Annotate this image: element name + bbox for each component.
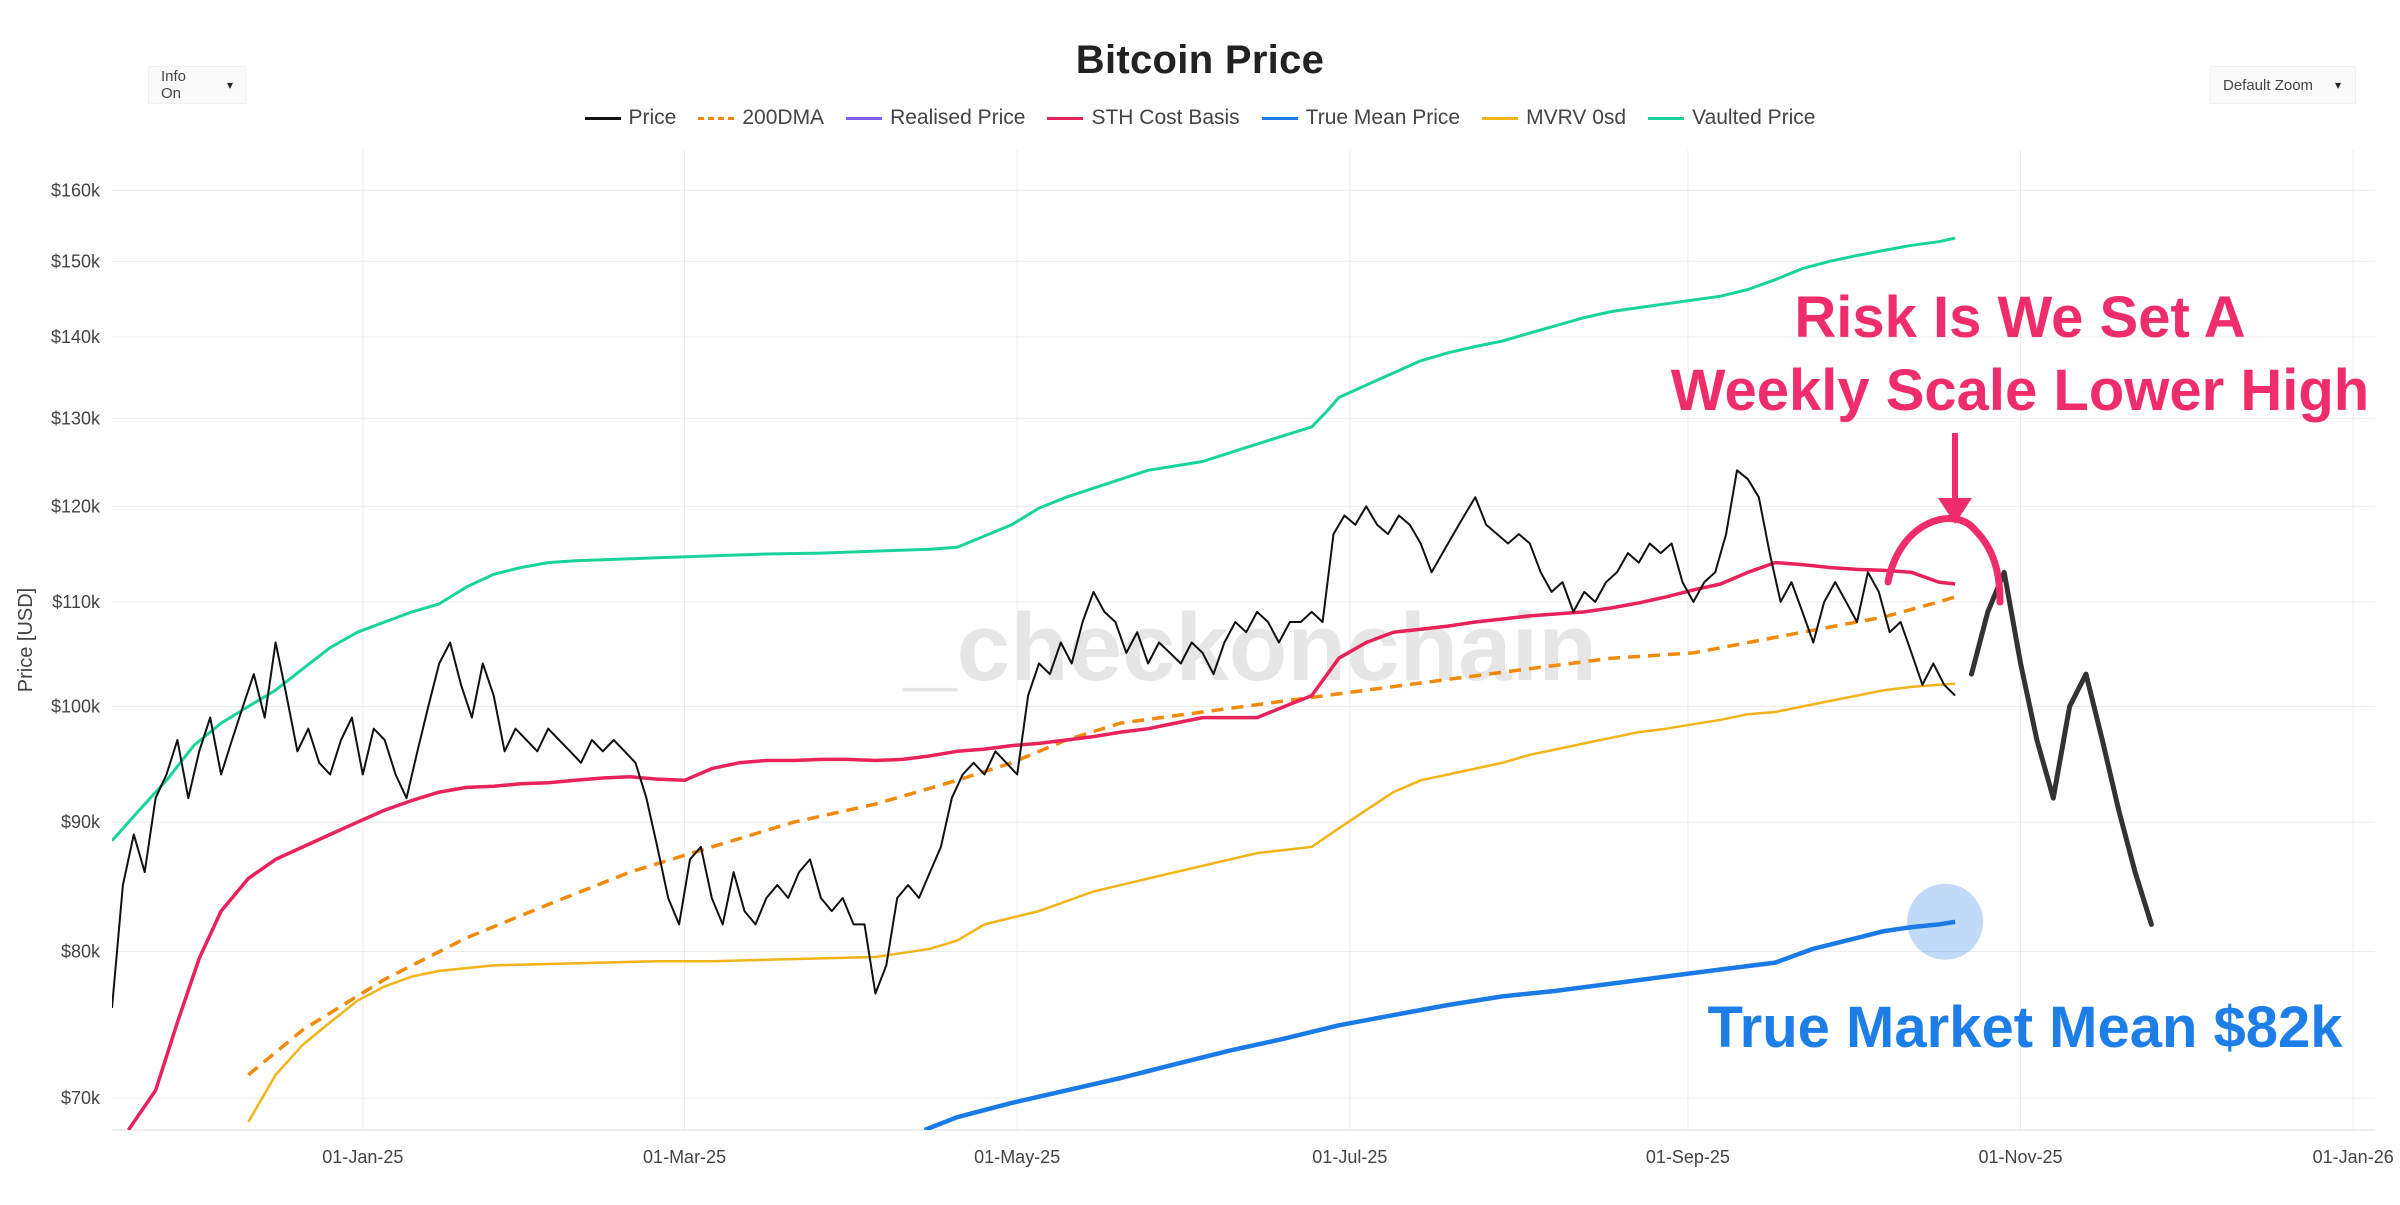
legend-label: STH Cost Basis	[1091, 106, 1240, 129]
legend-swatch	[1261, 116, 1298, 120]
y-tick-label: $130k	[51, 408, 101, 428]
y-tick-label: $140k	[51, 327, 101, 347]
legend-label: Realised Price	[890, 106, 1026, 129]
annotation-true-mean: True Market Mean $82k	[1707, 995, 2343, 1060]
legend-item-realised[interactable]: Realised Price	[846, 106, 1025, 130]
chevron-down-icon: ▾	[2335, 78, 2342, 92]
watermark-text: _checkonchain	[902, 594, 1597, 701]
chart-legend: Price 200DMA Realised Price STH Cost Basis T…	[0, 106, 2400, 130]
legend-swatch	[1648, 116, 1685, 120]
y-tick-label: $150k	[51, 251, 101, 271]
legend-label: MVRV 0sd	[1526, 106, 1627, 129]
arrow-down-icon	[1938, 498, 1972, 524]
y-tick-label: $120k	[51, 496, 101, 516]
y-tick-label: $100k	[51, 697, 101, 717]
zoom-select-label: Default Zoom	[2223, 76, 2314, 94]
legend-label: Price	[628, 106, 677, 129]
y-tick-label: $70k	[61, 1088, 101, 1108]
true-mean-highlight-circle	[1907, 883, 1984, 960]
legend-swatch	[846, 116, 883, 120]
page-title: Bitcoin Price	[1075, 38, 1325, 82]
legend-swatch	[1047, 116, 1084, 120]
info-toggle-button[interactable]: Info On ▾	[148, 66, 246, 104]
y-axis-title: Price [USD]	[15, 588, 37, 692]
lower-high-arc	[1884, 515, 2004, 606]
legend-item-true_mean[interactable]: True Mean Price	[1261, 106, 1461, 130]
legend-item-vaulted[interactable]: Vaulted Price	[1648, 106, 1815, 130]
series-line-dma200	[247, 595, 1956, 1077]
legend-item-price[interactable]: Price	[584, 106, 677, 130]
y-tick-label: $160k	[51, 180, 101, 200]
x-tick-label: 01-Sep-25	[1646, 1147, 1730, 1167]
chevron-down-icon: ▾	[226, 78, 233, 92]
legend-swatch	[1482, 116, 1519, 120]
series-line-vaulted	[112, 236, 1956, 842]
legend-item-dma200[interactable]: 200DMA	[698, 106, 824, 130]
y-tick-label: $110k	[52, 592, 101, 612]
y-tick-label: $90k	[61, 812, 101, 832]
legend-label: True Mean Price	[1305, 106, 1461, 129]
series-line-sth	[126, 560, 1956, 1130]
x-tick-label: 01-Jul-25	[1312, 1147, 1387, 1167]
legend-label: Vaulted Price	[1692, 106, 1816, 129]
legend-label: 200DMA	[742, 106, 825, 129]
x-tick-label: 01-Nov-25	[1979, 1147, 2063, 1167]
y-tick-label: $80k	[61, 942, 101, 962]
series-line-mvrv	[247, 682, 1956, 1123]
x-tick-label: 01-Jan-25	[322, 1147, 403, 1167]
legend-item-sth[interactable]: STH Cost Basis	[1047, 106, 1240, 130]
series-line-price	[112, 469, 1956, 1008]
x-tick-label: 01-Mar-25	[643, 1147, 726, 1167]
projection-path	[1969, 569, 2154, 927]
series-line-true_mean	[923, 919, 1956, 1130]
annotation-lower-high-line2: Weekly Scale Lower High	[1671, 358, 2369, 423]
legend-swatch	[584, 116, 621, 120]
zoom-select[interactable]: Default Zoom ▾	[2210, 66, 2356, 104]
legend-swatch	[698, 116, 735, 120]
annotation-lower-high-line1: Risk Is We Set A	[1794, 285, 2245, 350]
info-toggle-label: Info On	[161, 68, 187, 102]
x-tick-label: 01-May-25	[974, 1147, 1060, 1167]
x-tick-label: 01-Jan-26	[2313, 1147, 2394, 1167]
legend-item-mvrv[interactable]: MVRV 0sd	[1482, 106, 1626, 130]
